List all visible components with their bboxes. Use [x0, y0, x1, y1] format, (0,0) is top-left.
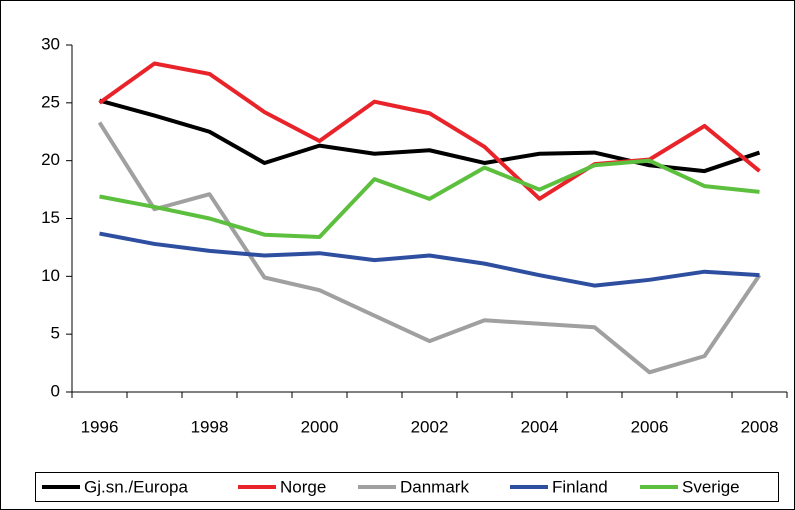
x-tick-label: 2006 [631, 417, 669, 436]
y-tick-label: 5 [51, 324, 60, 343]
legend-label: Danmark [400, 477, 469, 496]
legend-label: Sverige [682, 477, 740, 496]
y-tick-label: 20 [41, 150, 60, 169]
legend-label: Gj.sn./Europa [84, 477, 188, 496]
y-tick-label: 30 [41, 34, 60, 53]
legend-label: Finland [552, 477, 608, 496]
x-tick-label: 2008 [741, 417, 779, 436]
legend-label: Norge [280, 477, 326, 496]
x-tick-label: 1998 [191, 417, 229, 436]
y-tick-label: 25 [41, 92, 60, 111]
y-tick-label: 15 [41, 208, 60, 227]
series-line [99, 231, 760, 288]
series-line [97, 121, 762, 375]
x-tick-label: 1996 [81, 417, 119, 436]
x-tick-label: 2004 [521, 417, 559, 436]
series-line [99, 158, 760, 240]
x-tick-label: 2002 [411, 417, 449, 436]
series-line [98, 98, 761, 174]
x-tick-label: 2000 [301, 417, 339, 436]
y-tick-label: 10 [41, 266, 60, 285]
y-tick-label: 0 [51, 381, 60, 400]
